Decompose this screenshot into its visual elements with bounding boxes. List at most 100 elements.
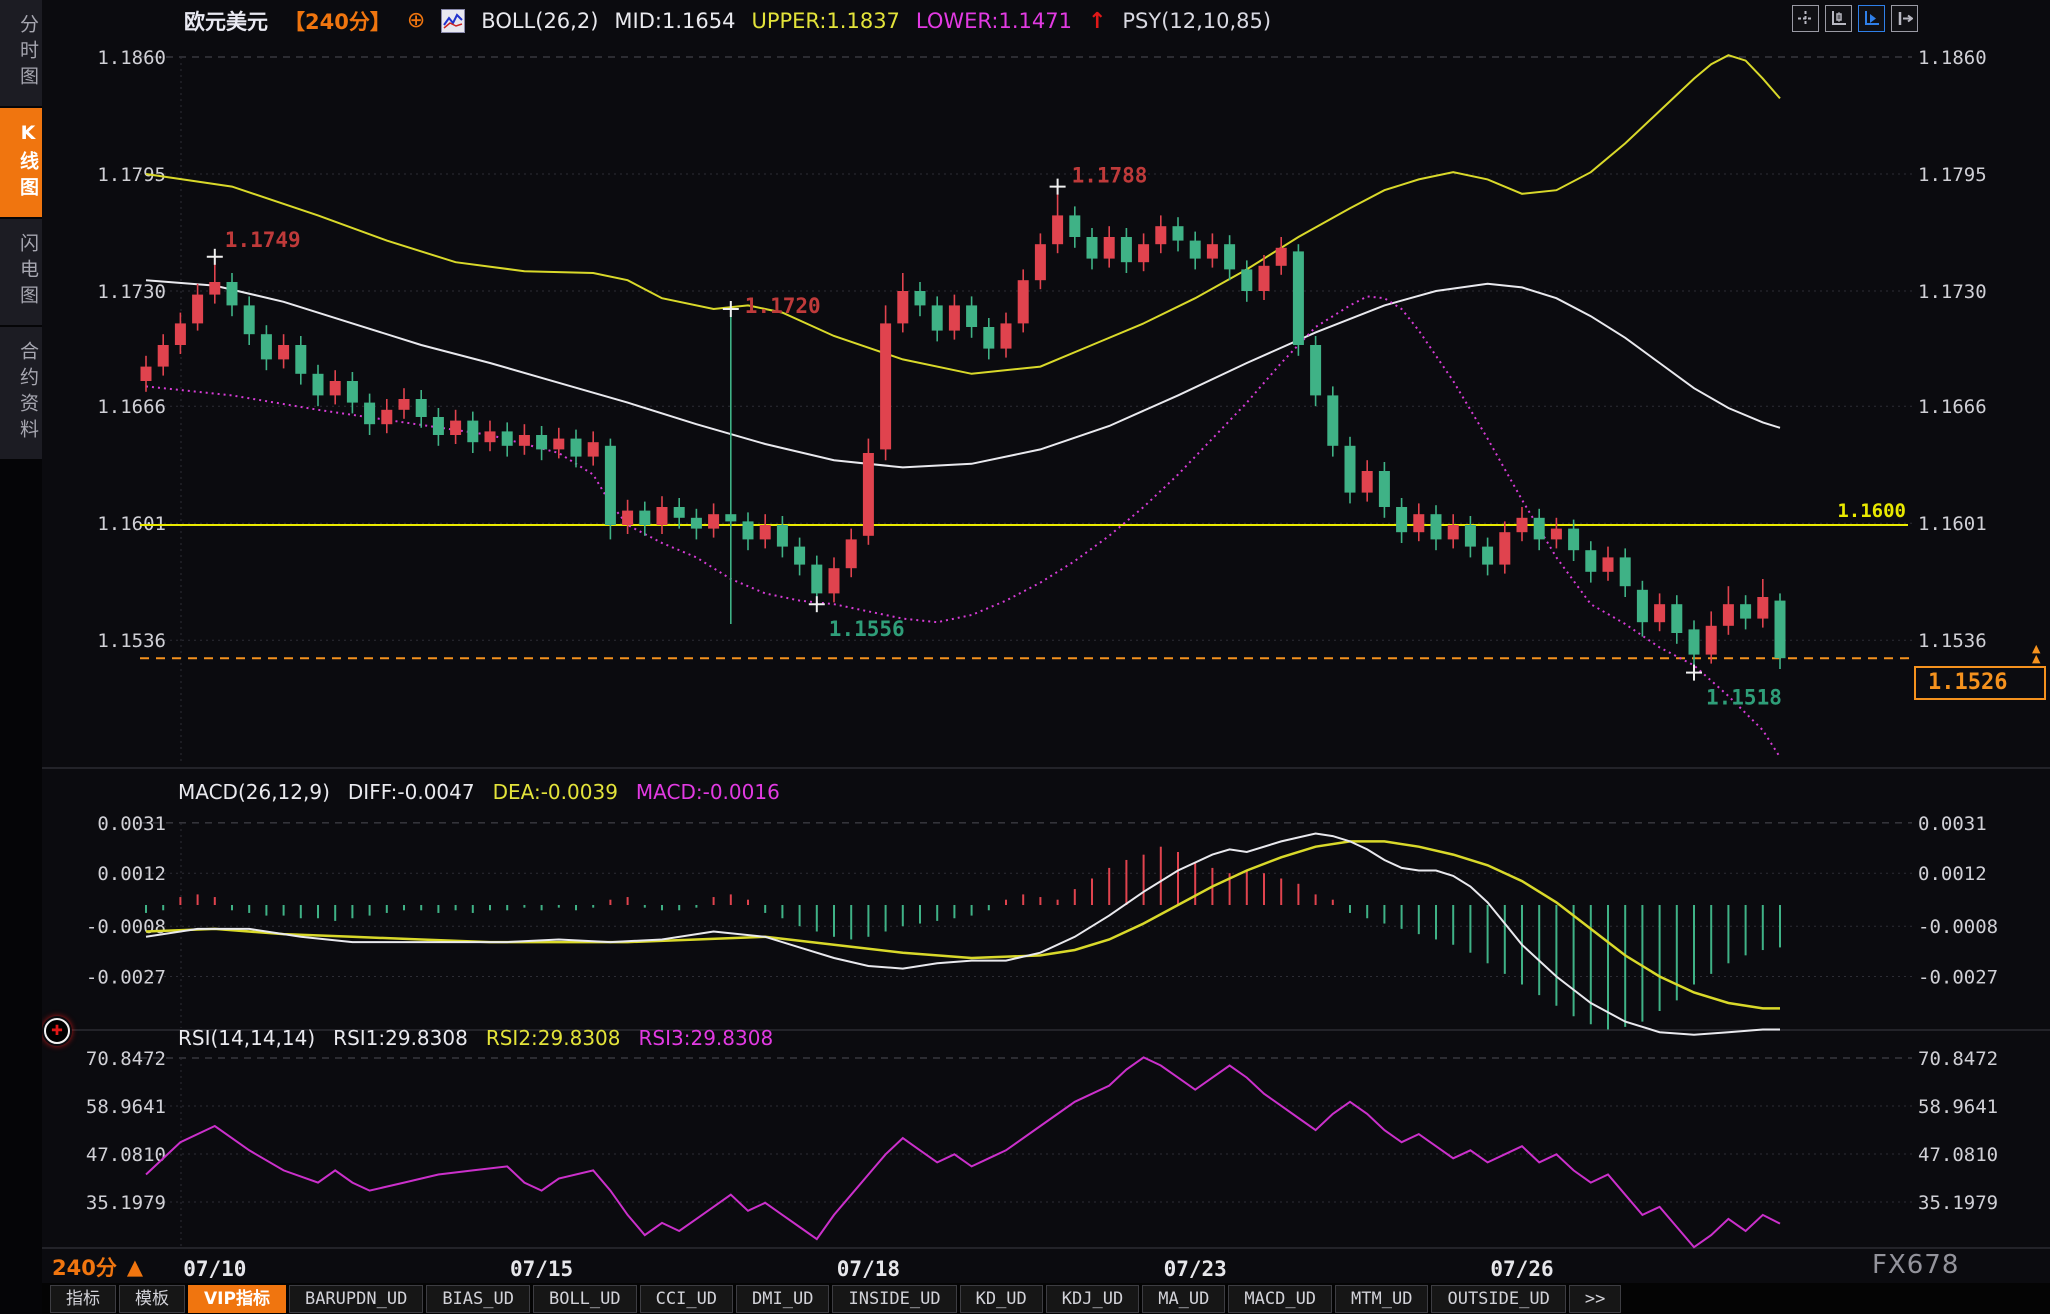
svg-text:1.1860: 1.1860 <box>97 47 166 69</box>
svg-text:-0.0008: -0.0008 <box>86 916 166 938</box>
svg-text:1.1536: 1.1536 <box>97 630 166 652</box>
svg-text:58.9641: 58.9641 <box>86 1096 166 1118</box>
sidebar-item-0[interactable]: 分时图 <box>0 0 42 106</box>
sidebar: 分时图 K线图 闪电图 合约资料 <box>0 0 42 1314</box>
svg-text:-0.0008: -0.0008 <box>1918 916 1998 938</box>
svg-text:1.1600: 1.1600 <box>1837 500 1906 522</box>
svg-text:-0.0027: -0.0027 <box>86 967 166 989</box>
svg-text:07/23: 07/23 <box>1164 1257 1227 1281</box>
add-circle-icon[interactable]: ⊕ <box>406 8 426 33</box>
period-up-triangle-icon: ▲ <box>126 1255 143 1279</box>
tab-BOLL_UD[interactable]: BOLL_UD <box>532 1285 637 1313</box>
tab-MTM_UD[interactable]: MTM_UD <box>1335 1285 1429 1313</box>
rsi-line <box>145 1056 1781 1249</box>
period-badge[interactable]: 【240分】 <box>284 10 391 34</box>
svg-text:1.1518: 1.1518 <box>1706 686 1782 710</box>
tab-OUTSIDE_UD[interactable]: OUTSIDE_UD <box>1431 1285 1566 1313</box>
svg-text:1.1749: 1.1749 <box>225 228 301 252</box>
period-footer-label: 240分 <box>52 1256 117 1280</box>
price-up-marker-icon: ▲ ▲ <box>2032 642 2041 665</box>
macd-diff-value: DIFF:-0.0047 <box>347 780 475 804</box>
tab-MA_UD[interactable]: MA_UD <box>1142 1285 1226 1313</box>
svg-text:70.8472: 70.8472 <box>86 1048 166 1070</box>
svg-text:1.1795: 1.1795 <box>97 164 166 186</box>
svg-text:07/10: 07/10 <box>183 1257 246 1281</box>
svg-text:1.1730: 1.1730 <box>97 281 166 303</box>
boll-lower-line <box>145 295 1781 758</box>
svg-text:0.0031: 0.0031 <box>1918 813 1987 835</box>
svg-text:1.1601: 1.1601 <box>1918 513 1987 535</box>
indicator-chart-icon[interactable] <box>441 9 466 33</box>
chart-header: 欧元美元 【240分】 ⊕ BOLL(26,2) MID:1.1654 UPPE… <box>184 6 1271 36</box>
macd-header: MACD(26,12,9) DIFF:-0.0047 DEA:-0.0039 M… <box>178 780 780 804</box>
svg-text:-0.0027: -0.0027 <box>1918 967 1998 989</box>
tab-MACD_UD[interactable]: MACD_UD <box>1228 1285 1333 1313</box>
tab-INSIDE_UD[interactable]: INSIDE_UD <box>832 1285 957 1313</box>
chart-toolbar <box>1792 5 1918 32</box>
tab-KDJ_UD[interactable]: KDJ_UD <box>1045 1285 1140 1313</box>
svg-text:1.1788: 1.1788 <box>1072 164 1148 188</box>
boll-upper-value: UPPER:1.1837 <box>751 9 900 33</box>
boll-mid-line <box>145 279 1781 469</box>
svg-text:1.1795: 1.1795 <box>1918 164 1987 186</box>
period-footer[interactable]: 240分 ▲ <box>52 1252 143 1282</box>
tab-BARUPDN_UD[interactable]: BARUPDN_UD <box>288 1285 424 1313</box>
svg-text:1.1720: 1.1720 <box>745 294 821 318</box>
svg-text:47.0810: 47.0810 <box>86 1144 166 1166</box>
watermark: FX678 <box>1872 1250 1960 1280</box>
svg-text:58.9641: 58.9641 <box>1918 1096 1998 1118</box>
svg-text:1.1536: 1.1536 <box>1918 630 1987 652</box>
macd-dea-value: DEA:-0.0039 <box>492 780 618 804</box>
tab-DMI_UD[interactable]: DMI_UD <box>736 1285 830 1313</box>
macd-name: MACD(26,12,9) <box>178 780 330 804</box>
tab-VIP指标[interactable]: VIP指标 <box>188 1285 286 1313</box>
candlestick-series <box>140 186 1786 673</box>
axis-candle-icon[interactable] <box>1825 5 1852 32</box>
svg-text:70.8472: 70.8472 <box>1918 1048 1998 1070</box>
svg-text:0.0012: 0.0012 <box>97 863 166 885</box>
boll-mid-value: MID:1.1654 <box>614 9 736 33</box>
up-arrow-icon: ↑ <box>1087 8 1107 34</box>
tab-模板[interactable]: 模板 <box>119 1285 185 1313</box>
svg-text:35.1979: 35.1979 <box>1918 1192 1998 1214</box>
rsi-header: RSI(14,14,14) RSI1:29.8308 RSI2:29.8308 … <box>178 1026 773 1050</box>
indicator-tabbar: 指标 模板 VIP指标 BARUPDN_UD BIAS_UD BOLL_UD CCI_UD D… <box>42 1283 2050 1314</box>
tab-BIAS_UD[interactable]: BIAS_UD <box>426 1285 530 1313</box>
tab-CCI_UD[interactable]: CCI_UD <box>639 1285 734 1313</box>
boll-upper-line <box>145 54 1781 375</box>
boll-lower-value: LOWER:1.1471 <box>915 9 1072 33</box>
macd-dea-line <box>145 840 1780 1010</box>
tab-指标[interactable]: 指标 <box>50 1285 116 1313</box>
alert-icon[interactable]: ✚ <box>44 1018 70 1044</box>
macd-dif-line <box>145 832 1780 1036</box>
symbol-title: 欧元美元 <box>184 10 268 34</box>
svg-text:07/18: 07/18 <box>837 1257 900 1281</box>
svg-text:1.1601: 1.1601 <box>97 513 166 535</box>
svg-text:47.0810: 47.0810 <box>1918 1144 1998 1166</box>
rsi3-value: RSI3:29.8308 <box>638 1026 774 1050</box>
svg-text:1.1730: 1.1730 <box>1918 281 1987 303</box>
svg-text:0.0031: 0.0031 <box>97 813 166 835</box>
sidebar-item-3[interactable]: 合约资料 <box>0 327 42 459</box>
svg-text:1.1666: 1.1666 <box>1918 396 1987 418</box>
rsi1-value: RSI1:29.8308 <box>333 1026 468 1050</box>
macd-histogram <box>145 846 1781 1030</box>
shift-bar-icon[interactable] <box>1891 5 1918 32</box>
svg-text:1.1556: 1.1556 <box>829 617 905 641</box>
axis-play-icon[interactable] <box>1858 5 1885 32</box>
svg-text:1.1860: 1.1860 <box>1918 47 1987 69</box>
sidebar-item-1[interactable]: K线图 <box>0 108 42 217</box>
tabs-overflow-button[interactable]: >> <box>1568 1285 1622 1313</box>
crosshair-move-icon[interactable] <box>1792 5 1819 32</box>
sidebar-item-2[interactable]: 闪电图 <box>0 219 42 325</box>
last-price-box: 1.1526 <box>1914 666 2046 700</box>
tab-KD_UD[interactable]: KD_UD <box>959 1285 1043 1313</box>
svg-text:1.1666: 1.1666 <box>97 396 166 418</box>
svg-text:0.0012: 0.0012 <box>1918 863 1987 885</box>
macd-value: MACD:-0.0016 <box>635 780 780 804</box>
boll-label: BOLL(26,2) <box>481 9 599 33</box>
svg-text:07/15: 07/15 <box>510 1257 573 1281</box>
psy-label: PSY(12,10,85) <box>1122 9 1272 33</box>
